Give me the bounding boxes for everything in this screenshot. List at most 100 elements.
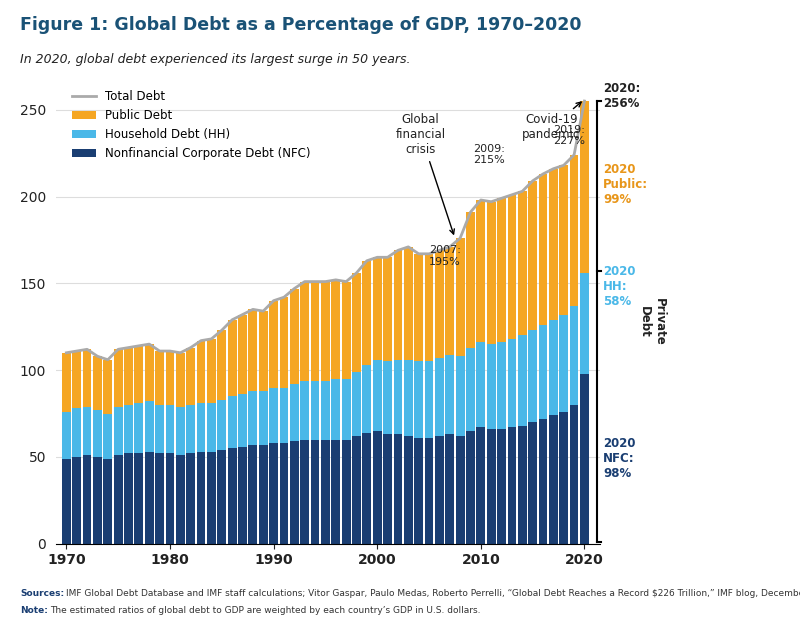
Text: Note:: Note: [20,606,48,615]
Bar [477,342,486,428]
Bar [570,306,578,405]
Bar [145,452,154,544]
Bar [414,438,423,544]
Bar [342,379,350,439]
Bar [383,258,392,361]
Bar [72,351,81,408]
Text: 2007:
195%: 2007: 195% [429,245,461,267]
Bar [528,330,537,422]
Bar [166,454,174,544]
Bar [446,434,454,544]
Bar [383,434,392,544]
Bar [518,336,526,426]
Bar [456,436,465,544]
Bar [404,360,413,436]
Bar [310,439,319,544]
Bar [446,247,454,354]
Bar [93,356,102,410]
Legend: Total Debt, Public Debt, Household Debt (HH), Nonfinancial Corporate Debt (NFC): Total Debt, Public Debt, Household Debt … [67,86,315,165]
Bar [580,101,589,273]
Bar [197,452,206,544]
Bar [362,432,371,544]
Bar [103,459,112,544]
Bar [549,415,558,544]
Bar [155,454,164,544]
Text: In 2020, global debt experienced its largest surge in 50 years.: In 2020, global debt experienced its lar… [20,53,410,66]
Text: Covid-19
pandemic: Covid-19 pandemic [522,102,581,141]
Bar [559,412,568,544]
Bar [269,301,278,388]
Bar [279,388,288,443]
Text: 2020
NFC:
98%: 2020 NFC: 98% [603,437,636,480]
Bar [394,434,402,544]
Bar [145,401,154,452]
Bar [259,445,268,544]
Bar [114,407,122,455]
Bar [82,349,91,407]
Bar [62,352,70,412]
Bar [124,454,133,544]
Bar [414,361,423,438]
Bar [290,289,298,384]
Bar [207,452,216,544]
Bar [124,348,133,405]
Bar [518,191,526,336]
Bar [570,405,578,544]
Bar [197,341,206,403]
Bar [435,251,444,358]
Bar [394,360,402,434]
Bar [186,348,195,405]
Bar [362,261,371,365]
Bar [218,450,226,544]
Bar [176,352,185,407]
Bar [549,320,558,415]
Bar [507,339,516,428]
Bar [362,365,371,432]
Bar [62,412,70,459]
Bar [82,455,91,544]
Bar [559,165,568,314]
Bar [207,403,216,452]
Bar [394,251,402,360]
Bar [186,405,195,454]
Bar [155,405,164,454]
Bar [300,282,309,381]
Bar [404,436,413,544]
Bar [228,320,237,396]
Bar [72,408,81,457]
Bar [538,174,547,325]
Text: IMF Global Debt Database and IMF staff calculations; Vitor Gaspar, Paulo Medas, : IMF Global Debt Database and IMF staff c… [66,589,800,598]
Text: 2019:
227%: 2019: 227% [553,124,585,146]
Bar [93,457,102,544]
Text: The estimated ratios of global debt to GDP are weighted by each country’s GDP in: The estimated ratios of global debt to G… [50,606,480,615]
Bar [238,394,247,446]
Bar [518,426,526,544]
Text: 2020
HH:
58%: 2020 HH: 58% [603,265,636,308]
Bar [373,360,382,431]
Bar [186,454,195,544]
Bar [114,349,122,407]
Bar [352,372,361,436]
Bar [570,155,578,306]
Bar [310,282,319,381]
Bar [549,169,558,320]
Bar [155,351,164,405]
Bar [383,361,392,434]
Bar [559,314,568,412]
Bar [321,381,330,439]
Bar [373,431,382,544]
Bar [528,181,537,330]
Bar [425,361,434,438]
Bar [238,314,247,394]
Bar [321,439,330,544]
Bar [466,348,475,431]
Bar [477,428,486,544]
Bar [279,298,288,388]
Bar [352,273,361,372]
Bar [197,403,206,452]
Bar [259,391,268,445]
Bar [279,443,288,544]
Bar [486,429,496,544]
Bar [507,195,516,339]
Bar [538,325,547,419]
